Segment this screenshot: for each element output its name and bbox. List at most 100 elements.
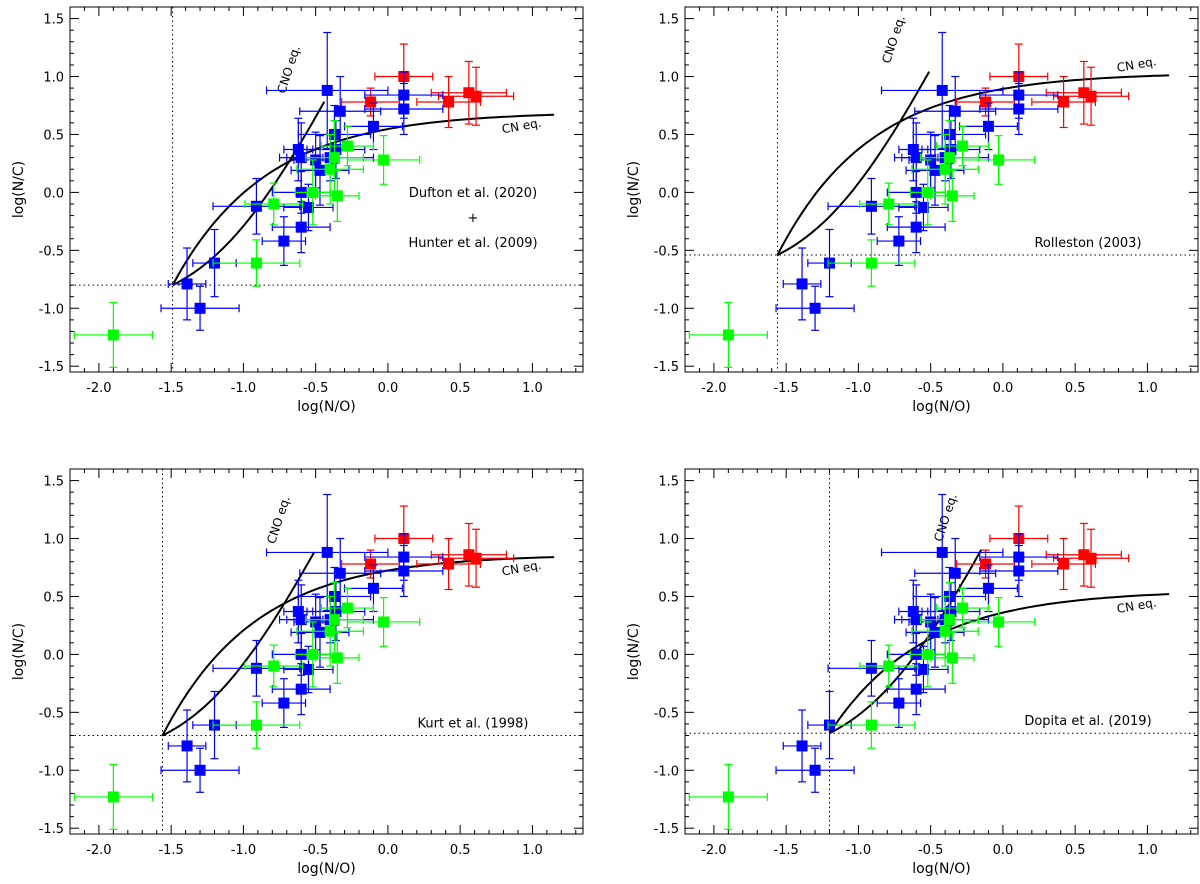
y-tick-label: 0.5 bbox=[43, 128, 64, 143]
data-point-blue bbox=[265, 493, 389, 611]
data-marker bbox=[1058, 558, 1070, 570]
data-marker bbox=[341, 140, 353, 152]
data-marker bbox=[321, 546, 333, 558]
data-marker bbox=[324, 163, 336, 175]
curves bbox=[828, 549, 1170, 735]
data-point-blue bbox=[167, 247, 207, 321]
data-marker bbox=[378, 616, 390, 628]
y-tick-label: -0.5 bbox=[654, 244, 679, 259]
y-tick-label: -0.5 bbox=[39, 706, 64, 721]
cno-curve-label: CNO eq. bbox=[264, 494, 293, 545]
data-point-red bbox=[437, 66, 515, 126]
cn-curve-label: CN eq. bbox=[1116, 595, 1158, 616]
data-marker bbox=[367, 582, 379, 594]
data-marker bbox=[980, 96, 992, 108]
y-tick-label: -1.5 bbox=[39, 360, 64, 375]
data-point-red bbox=[437, 528, 515, 588]
data-marker bbox=[278, 235, 290, 247]
data-marker bbox=[250, 257, 262, 269]
data-marker bbox=[470, 552, 482, 564]
x-tick-label: 0.0 bbox=[378, 843, 399, 858]
data-marker bbox=[295, 221, 307, 233]
data-marker bbox=[722, 791, 734, 803]
x-tick-label: -2.0 bbox=[701, 381, 726, 396]
y-axis-label: log(N/C) bbox=[11, 161, 27, 218]
y-tick-label: 1.5 bbox=[43, 475, 64, 490]
data-point-red bbox=[430, 60, 508, 125]
data-marker bbox=[398, 551, 410, 563]
data-marker bbox=[1058, 96, 1070, 108]
data-marker bbox=[939, 163, 951, 175]
data-marker bbox=[883, 660, 895, 672]
y-tick-label: -0.5 bbox=[39, 244, 64, 259]
data-point-blue bbox=[914, 75, 997, 147]
y-tick-label: 0.5 bbox=[658, 590, 679, 605]
data-point-green bbox=[935, 587, 990, 629]
data-point-green bbox=[244, 182, 304, 226]
x-axis-label: log(N/O) bbox=[912, 861, 970, 877]
data-marker bbox=[463, 549, 475, 561]
y-tick-label: -1.5 bbox=[39, 822, 64, 837]
data-point-green bbox=[212, 239, 301, 287]
data-marker bbox=[922, 186, 934, 198]
y-tick-label: 1.5 bbox=[43, 13, 64, 28]
data-marker bbox=[982, 120, 994, 132]
data-marker bbox=[907, 606, 919, 618]
plot-frame bbox=[684, 6, 1199, 373]
data-point-red bbox=[416, 537, 481, 591]
data-marker bbox=[1078, 549, 1090, 561]
data-point-green bbox=[859, 644, 919, 688]
data-marker bbox=[107, 791, 119, 803]
chart-panel-2: -2.0 -1.5 -1.0 -0.5 0.0 0.5 1.0 -1.5 -1.0 -0.5 0.0… bbox=[626, 6, 1199, 415]
data-point-green bbox=[859, 182, 919, 226]
chart-panel-4: -2.0 -1.5 -1.0 -0.5 0.0 0.5 1.0 -1.5 -1.0 -0.5 0.0… bbox=[626, 468, 1199, 877]
data-marker bbox=[194, 302, 206, 314]
data-marker bbox=[324, 625, 336, 637]
data-marker bbox=[367, 120, 379, 132]
data-point-green bbox=[315, 631, 360, 684]
data-marker bbox=[1085, 552, 1097, 564]
cno-equilibrium-curve bbox=[777, 71, 931, 256]
data-point-red bbox=[430, 522, 508, 587]
data-marker bbox=[181, 740, 193, 752]
data-marker bbox=[796, 278, 808, 290]
curves bbox=[161, 551, 555, 737]
data-marker bbox=[939, 625, 951, 637]
y-tick-label: 0.5 bbox=[658, 128, 679, 143]
y-tick-label: -1.5 bbox=[654, 360, 679, 375]
x-tick-label: 0.5 bbox=[450, 843, 471, 858]
data-point-blue bbox=[880, 31, 1004, 149]
x-tick-label: -1.0 bbox=[846, 843, 871, 858]
data-marker bbox=[809, 302, 821, 314]
data-point-blue bbox=[827, 177, 916, 235]
data-point-green bbox=[212, 701, 301, 749]
x-tick-label: 1.0 bbox=[522, 843, 543, 858]
data-marker bbox=[980, 558, 992, 570]
data-marker bbox=[809, 764, 821, 776]
data-point-blue bbox=[299, 75, 382, 147]
data-marker bbox=[865, 257, 877, 269]
cno-curve-label: CNO eq. bbox=[274, 44, 303, 95]
data-marker bbox=[292, 144, 304, 156]
data-point-green bbox=[296, 595, 364, 667]
data-marker bbox=[865, 662, 877, 674]
cn-curve-label: CN eq. bbox=[501, 558, 543, 579]
data-marker bbox=[917, 663, 929, 675]
y-tick-label: -1.0 bbox=[654, 302, 679, 317]
x-tick-label: 1.0 bbox=[1137, 381, 1158, 396]
data-marker bbox=[943, 152, 955, 164]
data-point-blue bbox=[876, 216, 922, 266]
data-point-green bbox=[827, 239, 916, 287]
data-marker bbox=[378, 154, 390, 166]
data-marker bbox=[194, 764, 206, 776]
data-point-green bbox=[304, 581, 364, 658]
y-tick-label: 0.0 bbox=[658, 648, 679, 663]
x-tick-label: -1.5 bbox=[158, 381, 183, 396]
y-tick-label: 1.5 bbox=[658, 475, 679, 490]
x-tick-label: -1.0 bbox=[231, 843, 256, 858]
data-marker bbox=[302, 201, 314, 213]
reference-annotation: Hunter et al. (2009) bbox=[408, 236, 537, 251]
data-point-blue bbox=[979, 71, 1059, 119]
data-marker bbox=[334, 567, 346, 579]
y-axis-label: log(N/C) bbox=[626, 623, 642, 680]
